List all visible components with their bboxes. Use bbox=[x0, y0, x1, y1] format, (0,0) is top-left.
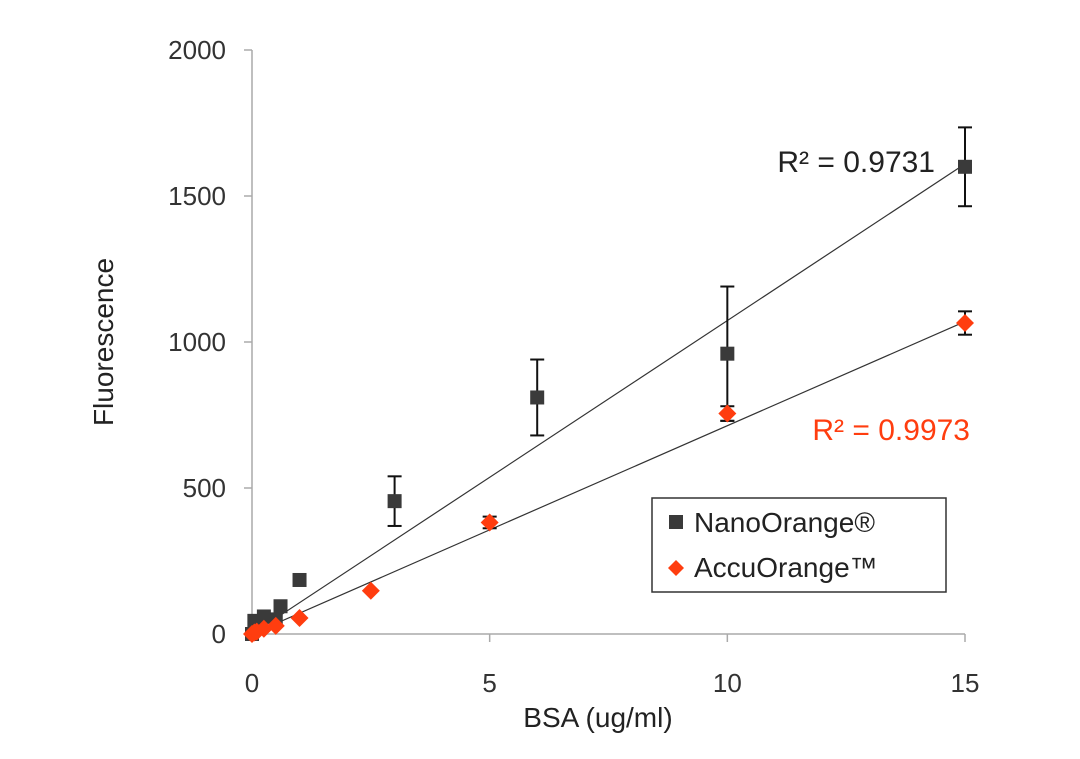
x-tick-label: 10 bbox=[713, 668, 742, 698]
point-accuorange bbox=[480, 513, 499, 532]
point-nanoorange bbox=[958, 159, 972, 174]
y-tick-label: 1500 bbox=[168, 181, 226, 211]
point-nanoorange bbox=[720, 346, 735, 361]
r2-label-nanoorange: R² = 0.9731 bbox=[777, 146, 935, 179]
y-axis-title: Fluorescence bbox=[88, 258, 119, 426]
x-tick-label: 5 bbox=[482, 668, 496, 698]
point-nanoorange bbox=[273, 599, 288, 614]
y-tick-label: 500 bbox=[183, 473, 226, 503]
trendline-nanoorange bbox=[251, 163, 966, 635]
r2-label-accuorange: R² = 0.9973 bbox=[812, 414, 970, 447]
point-accuorange bbox=[718, 404, 737, 423]
x-axis-title: BSA (ug/ml) bbox=[523, 702, 672, 733]
legend-box bbox=[651, 497, 947, 593]
point-nanoorange bbox=[530, 390, 545, 405]
y-tick-label: 0 bbox=[212, 619, 226, 649]
point-nanoorange bbox=[387, 494, 402, 509]
error-bars bbox=[387, 126, 972, 530]
tick-labels: 0 500 1000 1500 2000 0 5 10 15 bbox=[168, 35, 979, 698]
y-tick-label: 1000 bbox=[168, 327, 226, 357]
data-points bbox=[243, 159, 974, 643]
point-accuorange bbox=[266, 616, 285, 635]
legend: NanoOrange® AccuOrange™ bbox=[651, 497, 947, 593]
legend-marker-accuorange bbox=[668, 560, 684, 576]
legend-marker-nanoorange bbox=[669, 515, 683, 529]
y-tick-label: 2000 bbox=[168, 35, 226, 65]
x-tick-label: 0 bbox=[245, 668, 259, 698]
legend-label-accuorange: AccuOrange™ bbox=[694, 552, 878, 583]
point-accuorange bbox=[956, 314, 974, 333]
point-accuorange bbox=[290, 608, 309, 627]
point-accuorange bbox=[361, 581, 380, 600]
x-tick-label: 15 bbox=[951, 668, 980, 698]
point-nanoorange bbox=[292, 572, 307, 587]
point-nanoorange bbox=[256, 609, 271, 624]
legend-label-nanoorange: NanoOrange® bbox=[694, 507, 875, 538]
